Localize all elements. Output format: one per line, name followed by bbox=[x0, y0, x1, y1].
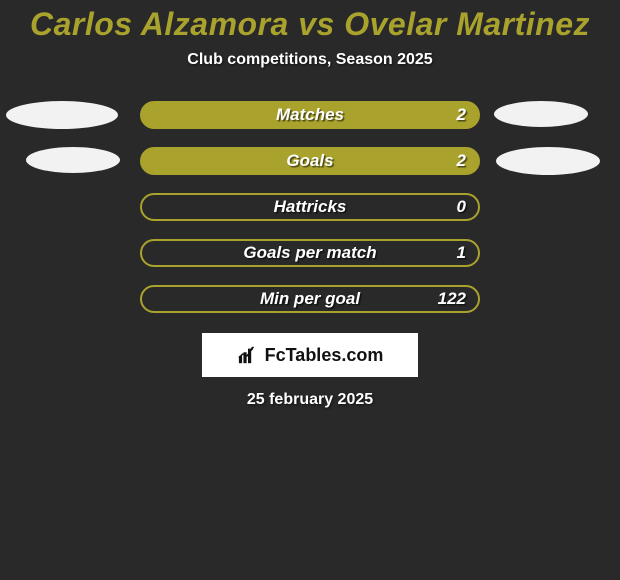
stat-bar: Goals per match 1 bbox=[140, 239, 480, 267]
stat-value: 2 bbox=[457, 105, 466, 125]
stat-row: Min per goal 122 bbox=[0, 285, 620, 313]
stat-row: Goals 2 bbox=[0, 147, 620, 175]
stat-row: Matches 2 bbox=[0, 101, 620, 129]
chart-icon bbox=[237, 345, 259, 365]
stat-value: 0 bbox=[457, 197, 466, 217]
stat-row: Hattricks 0 bbox=[0, 193, 620, 221]
site-logo: FcTables.com bbox=[202, 333, 418, 377]
stat-label: Matches bbox=[276, 105, 344, 125]
stat-label: Hattricks bbox=[274, 197, 347, 217]
stats-area: Matches 2 Goals 2 Hattricks 0 Goals per match 1… bbox=[0, 101, 620, 313]
stat-bar: Matches 2 bbox=[140, 101, 480, 129]
stat-label: Min per goal bbox=[260, 289, 360, 309]
stat-row: Goals per match 1 bbox=[0, 239, 620, 267]
stat-value: 2 bbox=[457, 151, 466, 171]
stat-bar: Hattricks 0 bbox=[140, 193, 480, 221]
stat-value: 1 bbox=[457, 243, 466, 263]
page-title: Carlos Alzamora vs Ovelar Martinez bbox=[30, 6, 590, 43]
stat-label: Goals bbox=[286, 151, 333, 171]
subtitle: Club competitions, Season 2025 bbox=[187, 51, 432, 69]
stat-bar: Min per goal 122 bbox=[140, 285, 480, 313]
logo-text: FcTables.com bbox=[265, 345, 384, 366]
date-text: 25 february 2025 bbox=[247, 391, 373, 409]
stat-bar: Goals 2 bbox=[140, 147, 480, 175]
comparison-infographic: Carlos Alzamora vs Ovelar Martinez Club … bbox=[0, 0, 620, 409]
stat-value: 122 bbox=[438, 289, 466, 309]
stat-label: Goals per match bbox=[243, 243, 376, 263]
